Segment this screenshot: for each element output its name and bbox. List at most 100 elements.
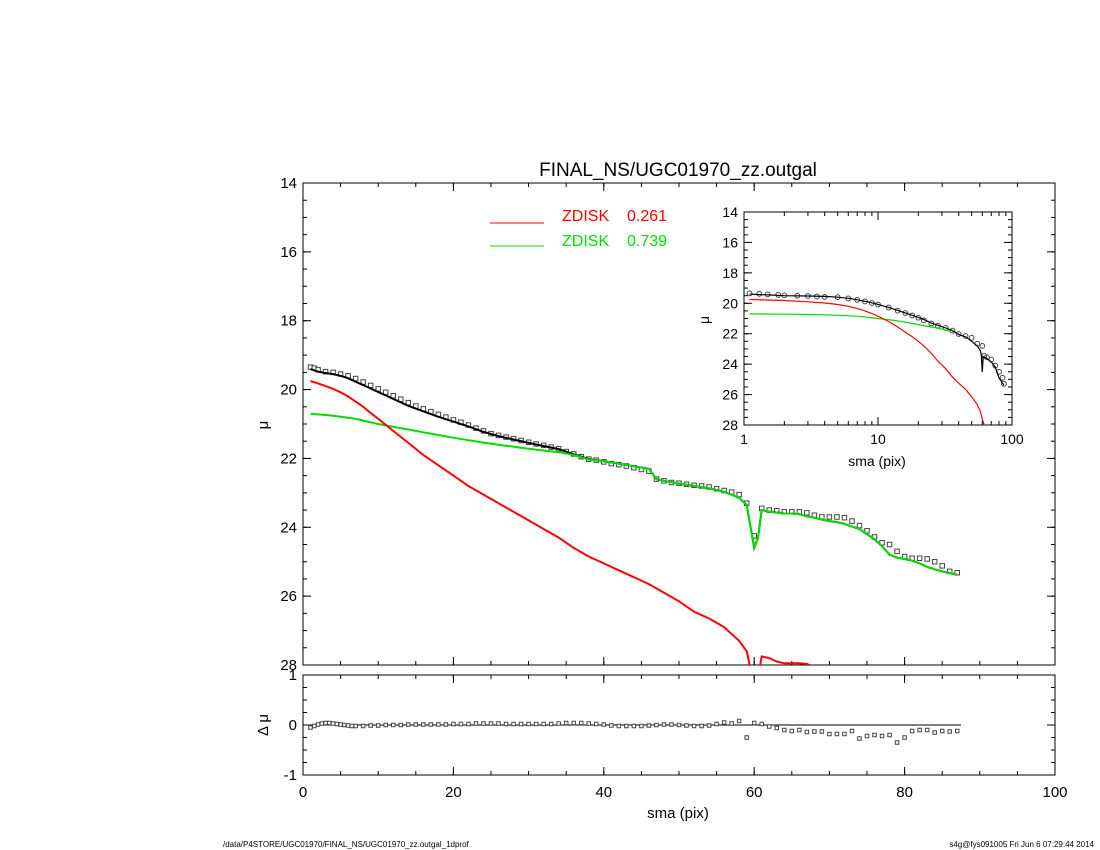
residual-data-point	[473, 721, 479, 726]
inset-data-point	[746, 290, 753, 297]
legend-value-zdisk-1: 0.261	[627, 208, 667, 225]
residual-data-point	[842, 731, 847, 737]
residual-data-point	[330, 721, 336, 726]
main-data-point	[939, 563, 945, 569]
main-ytick-label: 22	[280, 450, 297, 467]
residual-data-point	[721, 720, 727, 725]
residual-data-point	[458, 721, 464, 727]
residual-data-point	[526, 721, 531, 727]
residual-xtick-label: 40	[595, 784, 612, 801]
inset-xlabel: sma (pix)	[848, 453, 906, 469]
residual-data-point	[327, 720, 332, 726]
footer-left: /data/P4STORE/UGC01970/FINAL_NS/UGC01970…	[223, 840, 470, 849]
residual-data-point	[466, 721, 471, 727]
residual-data-point	[729, 721, 734, 726]
inset-ytick-label: 16	[722, 234, 738, 250]
residual-data-point	[571, 720, 576, 726]
inset-ytick-label: 28	[722, 417, 738, 433]
inset-data-point	[1000, 381, 1007, 387]
residual-xtick-label: 60	[746, 784, 763, 801]
residual-data-point	[413, 722, 419, 727]
residual-data-point	[849, 728, 855, 734]
residual-data-point	[563, 720, 569, 726]
residual-data-point	[774, 725, 780, 731]
inset-series-zdisk-0-739	[749, 313, 952, 332]
main-ytick-label: 16	[280, 244, 297, 261]
main-ytick-label: 26	[280, 588, 297, 605]
residual-data-point	[609, 723, 614, 728]
residual-data-point	[812, 729, 817, 734]
residual-data-point	[879, 733, 885, 739]
inset-ytick-label: 14	[722, 204, 738, 220]
residual-data-point	[421, 722, 426, 727]
inset-data-point	[885, 304, 892, 311]
residual-data-point	[428, 722, 434, 727]
residual-xtick-label: 100	[1042, 784, 1067, 801]
main-data-point	[894, 548, 900, 555]
inset-data-point	[955, 331, 962, 337]
inset-xtick-label: 10	[870, 431, 886, 447]
residual-data-point	[887, 732, 892, 738]
legend-value-zdisk-2: 0.739	[627, 233, 667, 250]
inset-plot-area	[746, 290, 1007, 425]
inset-data-point	[909, 312, 916, 319]
residual-data-point	[954, 728, 960, 734]
inset-panel: 1 10 100 14 16 18 20 22 24 26 28	[722, 204, 1023, 447]
inset-ytick-label: 20	[722, 295, 738, 311]
residual-xtick-label: 20	[445, 784, 462, 801]
residual-data-point	[451, 721, 456, 727]
residual-data-point	[736, 718, 742, 724]
main-data-point	[849, 518, 855, 524]
residual-data-point	[556, 721, 561, 726]
residual-data-point	[714, 721, 719, 727]
residual-data-point	[312, 723, 317, 729]
residual-data-point	[601, 722, 607, 727]
residual-data-point	[744, 735, 749, 740]
residual-data-point	[511, 721, 516, 727]
inset-data-point	[756, 290, 763, 297]
residual-xlabel: sma (pix)	[647, 805, 709, 822]
inset-data-point	[902, 310, 909, 316]
inset-ylabel: μ	[696, 316, 712, 324]
residual-data-point	[319, 721, 325, 726]
residual-data-point	[661, 722, 667, 727]
residual-data-point	[639, 723, 644, 729]
residual-data-point	[751, 720, 757, 726]
residual-ytick-label: -1	[284, 767, 297, 784]
residual-plot-area	[303, 718, 961, 745]
main-ytick-label: 28	[280, 657, 297, 674]
residual-data-point	[548, 721, 554, 727]
residual-data-point	[578, 720, 584, 726]
residual-data-point	[349, 723, 355, 729]
residual-data-point	[917, 727, 922, 733]
residual-data-point	[368, 723, 373, 728]
residual-data-point	[616, 723, 622, 729]
main-panel: 14 16 18 20 22 24 26 28	[280, 175, 1056, 674]
residual-data-point	[594, 721, 599, 727]
main-ytick-label: 24	[280, 519, 297, 536]
residual-data-point	[624, 723, 629, 729]
residual-data-point	[315, 722, 321, 727]
residual-data-point	[503, 721, 509, 727]
residual-data-point	[857, 736, 862, 741]
residual-data-point	[338, 722, 343, 727]
residual-data-point	[481, 721, 486, 726]
residual-data-point	[804, 729, 810, 735]
main-series-zdisk-0-261	[310, 380, 813, 665]
residual-data-point	[390, 722, 396, 728]
main-data-point	[864, 527, 870, 534]
inset-series-model	[749, 293, 1005, 386]
legend: ZDISK 0.261 ZDISK 0.739	[490, 208, 667, 250]
main-data-point	[841, 514, 848, 521]
residual-data-point	[684, 723, 689, 728]
inset-data-point	[979, 342, 986, 349]
inset-data-point	[999, 374, 1006, 381]
main-ytick-label: 18	[280, 313, 297, 330]
main-data-point	[924, 556, 930, 562]
residual-data-point	[323, 720, 328, 726]
inset-xtick-label: 100	[1000, 431, 1024, 447]
residual-ytick-label: 1	[289, 667, 297, 684]
main-series-zdisk-0-739	[310, 412, 958, 576]
residual-data-point	[676, 722, 682, 728]
